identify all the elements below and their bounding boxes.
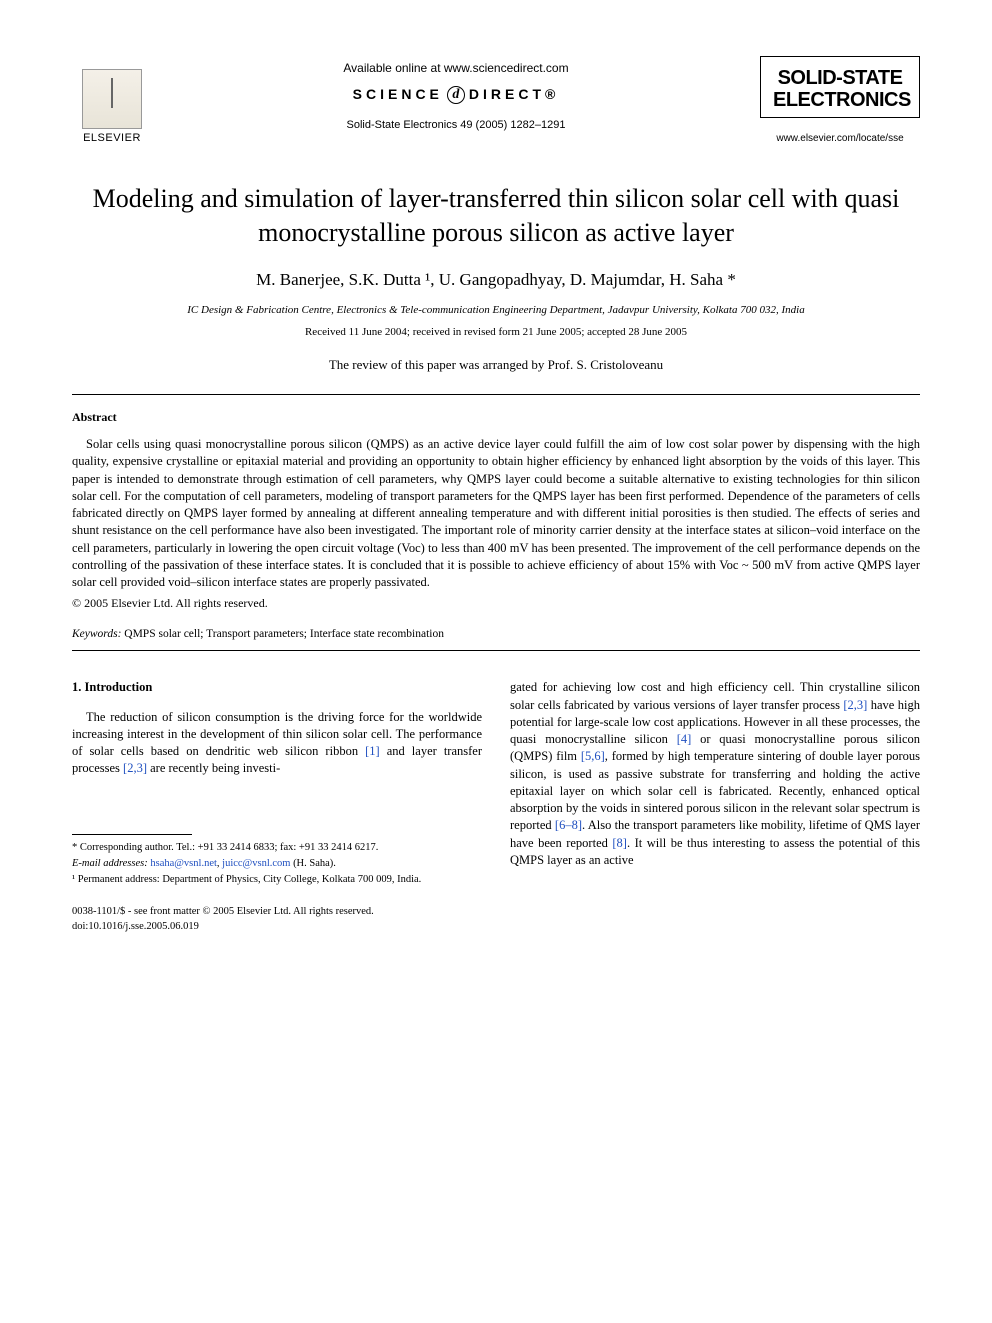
footnote-permanent-address: ¹ Permanent address: Department of Physi… xyxy=(72,873,482,887)
ref-link-8[interactable]: [8] xyxy=(612,836,627,850)
footer-doi: doi:10.1016/j.sse.2005.06.019 xyxy=(72,920,482,934)
journal-title-box: SOLID-STATE ELECTRONICS xyxy=(760,56,920,118)
review-note: The review of this paper was arranged by… xyxy=(72,356,920,374)
ref-link-1[interactable]: [1] xyxy=(365,744,380,758)
ref-link-4[interactable]: [4] xyxy=(677,732,692,746)
footer-front-matter: 0038-1101/$ - see front matter © 2005 El… xyxy=(72,905,482,919)
footnote-email: E-mail addresses: hsaha@vsnl.net, juicc@… xyxy=(72,857,482,871)
sciencedirect-logo: SCIENCE d DIRECT® xyxy=(353,85,560,105)
abstract-text: Solar cells using quasi monocrystalline … xyxy=(72,436,920,591)
footer-block: 0038-1101/$ - see front matter © 2005 El… xyxy=(72,905,482,934)
article-title: Modeling and simulation of layer-transfe… xyxy=(72,182,920,250)
abstract-copyright: © 2005 Elsevier Ltd. All rights reserved… xyxy=(72,595,920,612)
sd-brand-right: DIRECT® xyxy=(469,85,559,105)
email-link-2[interactable]: juicc@vsnl.com xyxy=(222,858,290,869)
journal-name-line1: SOLID-STATE xyxy=(773,67,907,89)
keywords-label: Keywords: xyxy=(72,628,121,640)
body-columns: 1. Introduction The reduction of silicon… xyxy=(72,679,920,934)
elsevier-tree-icon xyxy=(82,69,142,129)
ref-link-23b[interactable]: [2,3] xyxy=(843,698,867,712)
journal-url: www.elsevier.com/locate/sse xyxy=(760,132,920,146)
keywords-line: Keywords: QMPS solar cell; Transport par… xyxy=(72,626,920,642)
intro-para-right: gated for achieving low cost and high ef… xyxy=(510,679,920,869)
ref-link-56[interactable]: [5,6] xyxy=(581,749,605,763)
affiliation: IC Design & Fabrication Centre, Electron… xyxy=(72,303,920,318)
intro-para-left: The reduction of silicon consumption is … xyxy=(72,709,482,778)
ref-link-68[interactable]: [6–8] xyxy=(555,818,582,832)
section-1-heading: 1. Introduction xyxy=(72,679,482,696)
email-link-1[interactable]: hsaha@vsnl.net xyxy=(150,858,217,869)
footnote-rule xyxy=(72,834,192,835)
sd-brand-left: SCIENCE xyxy=(353,85,443,105)
citation-line: Solid-State Electronics 49 (2005) 1282–1… xyxy=(152,118,760,133)
column-right: gated for achieving low cost and high ef… xyxy=(510,679,920,934)
email-label: E-mail addresses: xyxy=(72,858,148,869)
article-dates: Received 11 June 2004; received in revis… xyxy=(72,325,920,340)
ref-link-23a[interactable]: [2,3] xyxy=(123,761,147,775)
abstract-body: Solar cells using quasi monocrystalline … xyxy=(72,436,920,591)
sd-d-icon: d xyxy=(447,86,465,104)
keywords-text: QMPS solar cell; Transport parameters; I… xyxy=(121,628,444,640)
footnote-corresponding: * Corresponding author. Tel.: +91 33 241… xyxy=(72,841,482,855)
header-right: SOLID-STATE ELECTRONICS www.elsevier.com… xyxy=(760,56,920,146)
available-online-line: Available online at www.sciencedirect.co… xyxy=(152,60,760,77)
journal-name-line2: ELECTRONICS xyxy=(773,89,907,111)
divider-bottom xyxy=(72,650,920,651)
abstract-heading: Abstract xyxy=(72,409,920,426)
author-list: M. Banerjee, S.K. Dutta ¹, U. Gangopadhy… xyxy=(72,268,920,292)
column-left: 1. Introduction The reduction of silicon… xyxy=(72,679,482,934)
footnotes: * Corresponding author. Tel.: +91 33 241… xyxy=(72,841,482,888)
email-tail: (H. Saha). xyxy=(290,858,336,869)
page-header: ELSEVIER Available online at www.science… xyxy=(72,56,920,146)
header-center: Available online at www.sciencedirect.co… xyxy=(152,56,760,134)
divider-top xyxy=(72,394,920,395)
publisher-logo: ELSEVIER xyxy=(72,56,152,146)
publisher-name: ELSEVIER xyxy=(83,131,141,146)
